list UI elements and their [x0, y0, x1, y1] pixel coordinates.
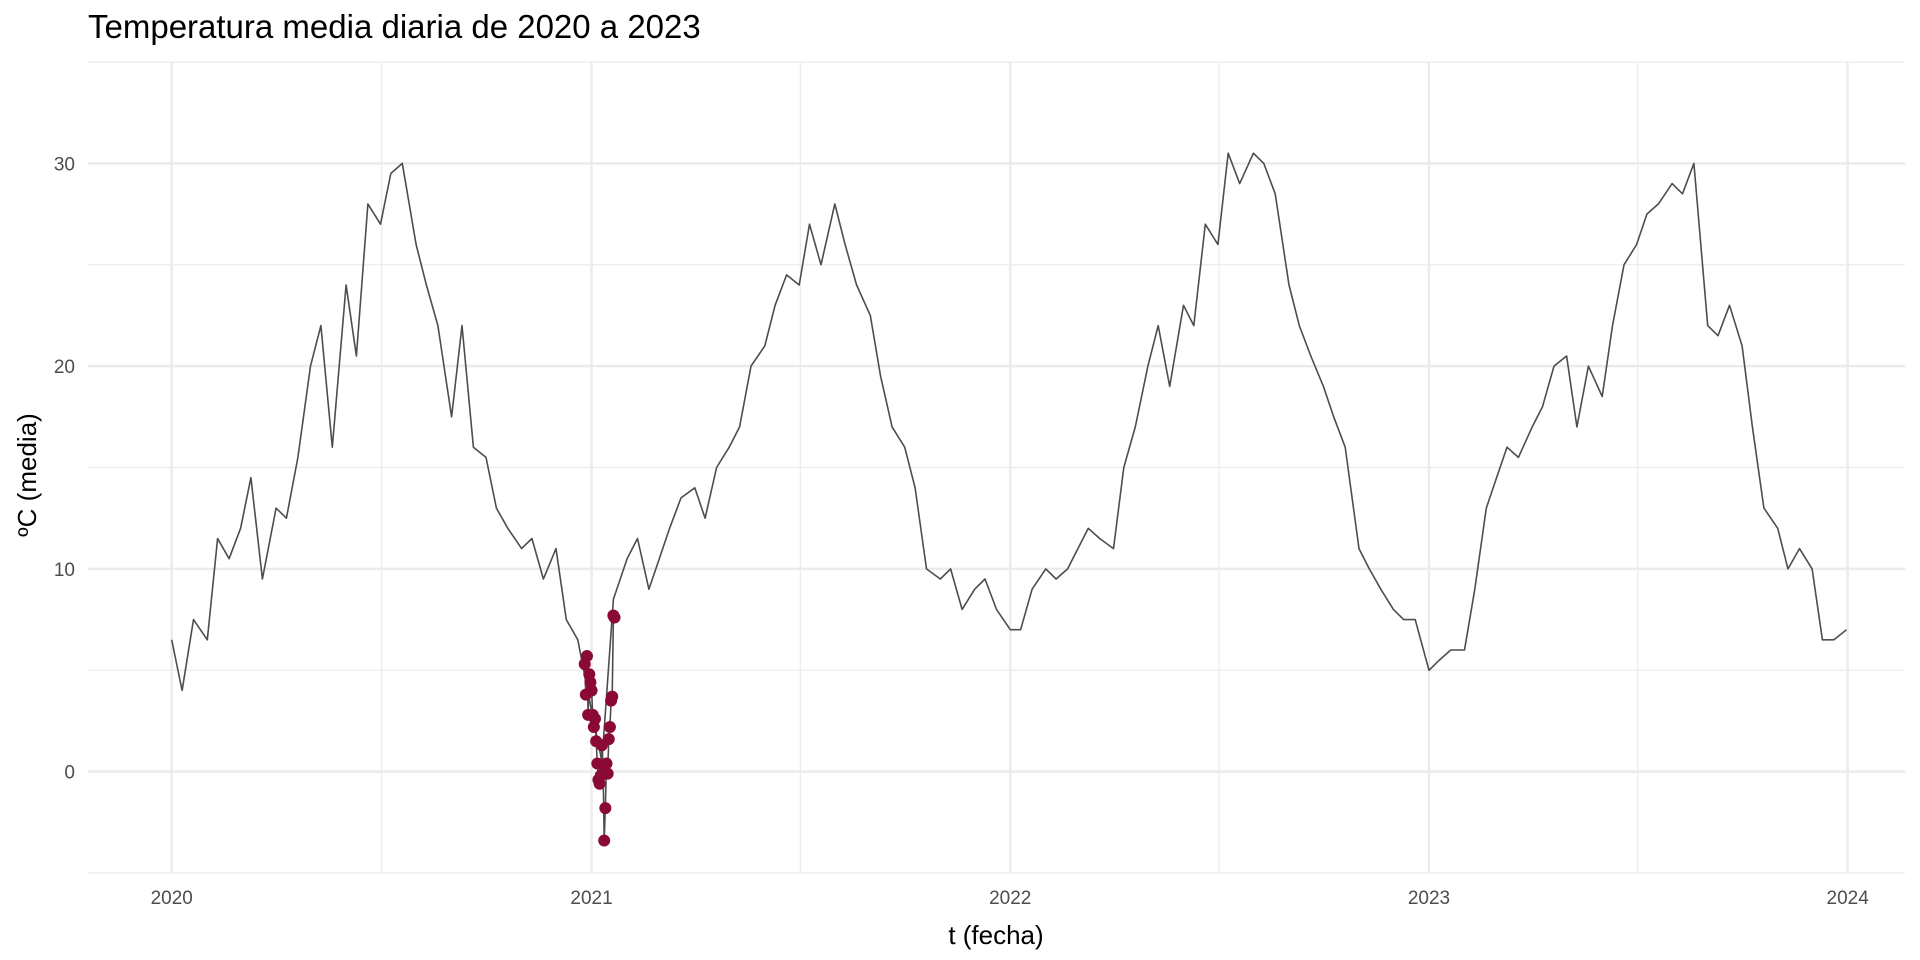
- highlight-point: [601, 767, 614, 780]
- y-axis-title: ºC (media): [12, 413, 42, 537]
- highlight-point: [589, 712, 602, 725]
- x-tick-label: 2020: [151, 888, 193, 909]
- y-tick-label: 0: [64, 763, 75, 784]
- highlight-point: [603, 721, 616, 734]
- temperature-line: [170, 152, 1848, 763]
- x-axis-title: t (fecha): [948, 920, 1043, 950]
- highlight-point: [606, 690, 619, 703]
- x-tick-label: 2024: [1827, 888, 1870, 909]
- minor-gridlines: [88, 61, 1905, 874]
- x-tick-label: 2022: [989, 888, 1031, 909]
- highlight-point: [608, 611, 621, 624]
- chart-title: Temperatura media diaria de 2020 a 2023: [88, 8, 701, 45]
- highlight-points: [578, 609, 621, 847]
- highlight-point: [585, 684, 598, 697]
- highlight-point: [602, 733, 615, 746]
- highlight-point: [598, 834, 611, 847]
- series-layer: [170, 152, 1848, 763]
- highlight-point: [580, 650, 593, 663]
- y-axis-ticks: 0 10 20 30: [54, 154, 75, 783]
- x-axis-ticks: 2020 2021 2022 2023 2024: [151, 888, 1870, 909]
- x-tick-label: 2021: [570, 888, 612, 909]
- highlight-point: [599, 802, 612, 815]
- y-tick-label: 10: [54, 560, 75, 581]
- x-tick-label: 2023: [1408, 888, 1450, 909]
- y-tick-label: 30: [54, 154, 75, 175]
- y-tick-label: 20: [54, 357, 75, 378]
- highlight-point: [600, 757, 613, 770]
